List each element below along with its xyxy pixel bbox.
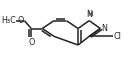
Text: O: O	[17, 16, 24, 25]
Text: N: N	[101, 24, 107, 33]
Text: N: N	[86, 10, 92, 19]
Text: O: O	[28, 38, 34, 47]
Text: H: H	[87, 11, 93, 16]
Text: Cl: Cl	[114, 32, 122, 41]
Text: H₃C: H₃C	[1, 16, 16, 25]
